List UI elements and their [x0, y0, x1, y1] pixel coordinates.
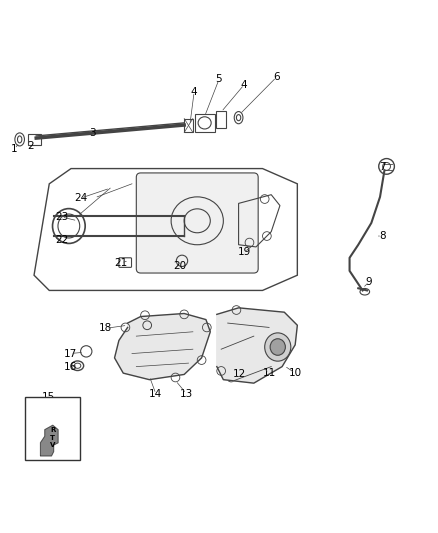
- Text: 14: 14: [149, 389, 162, 399]
- FancyBboxPatch shape: [25, 397, 80, 460]
- Text: 4: 4: [241, 79, 247, 90]
- Text: 18: 18: [99, 324, 113, 333]
- Text: R: R: [50, 427, 56, 433]
- Text: 7: 7: [379, 162, 385, 172]
- FancyBboxPatch shape: [216, 111, 226, 128]
- Text: 4: 4: [191, 86, 198, 96]
- Text: 19: 19: [238, 247, 251, 257]
- Text: 24: 24: [74, 193, 87, 203]
- Text: 10: 10: [289, 368, 302, 378]
- Text: 15: 15: [42, 392, 55, 402]
- Text: 5: 5: [215, 75, 223, 84]
- Text: 22: 22: [56, 235, 69, 245]
- Ellipse shape: [265, 333, 291, 361]
- Text: V: V: [50, 442, 56, 448]
- Text: 16: 16: [64, 362, 77, 373]
- FancyBboxPatch shape: [28, 134, 41, 144]
- Text: 13: 13: [180, 389, 193, 399]
- Text: T: T: [50, 434, 55, 441]
- Polygon shape: [115, 313, 210, 379]
- Polygon shape: [41, 425, 58, 456]
- Text: 8: 8: [379, 231, 385, 241]
- Text: 9: 9: [366, 277, 372, 287]
- Text: 2: 2: [28, 141, 34, 150]
- Text: 21: 21: [114, 258, 128, 268]
- FancyBboxPatch shape: [119, 258, 131, 268]
- FancyBboxPatch shape: [184, 118, 193, 133]
- Text: 23: 23: [55, 212, 68, 222]
- Polygon shape: [217, 308, 297, 383]
- Text: 1: 1: [11, 144, 18, 154]
- Text: 17: 17: [64, 349, 77, 359]
- Text: 6: 6: [273, 72, 280, 82]
- Text: 20: 20: [173, 261, 187, 271]
- Text: 12: 12: [233, 369, 246, 379]
- Text: 3: 3: [89, 128, 96, 138]
- FancyBboxPatch shape: [136, 173, 258, 273]
- Ellipse shape: [270, 339, 286, 356]
- Text: 11: 11: [262, 368, 276, 378]
- FancyBboxPatch shape: [195, 114, 215, 132]
